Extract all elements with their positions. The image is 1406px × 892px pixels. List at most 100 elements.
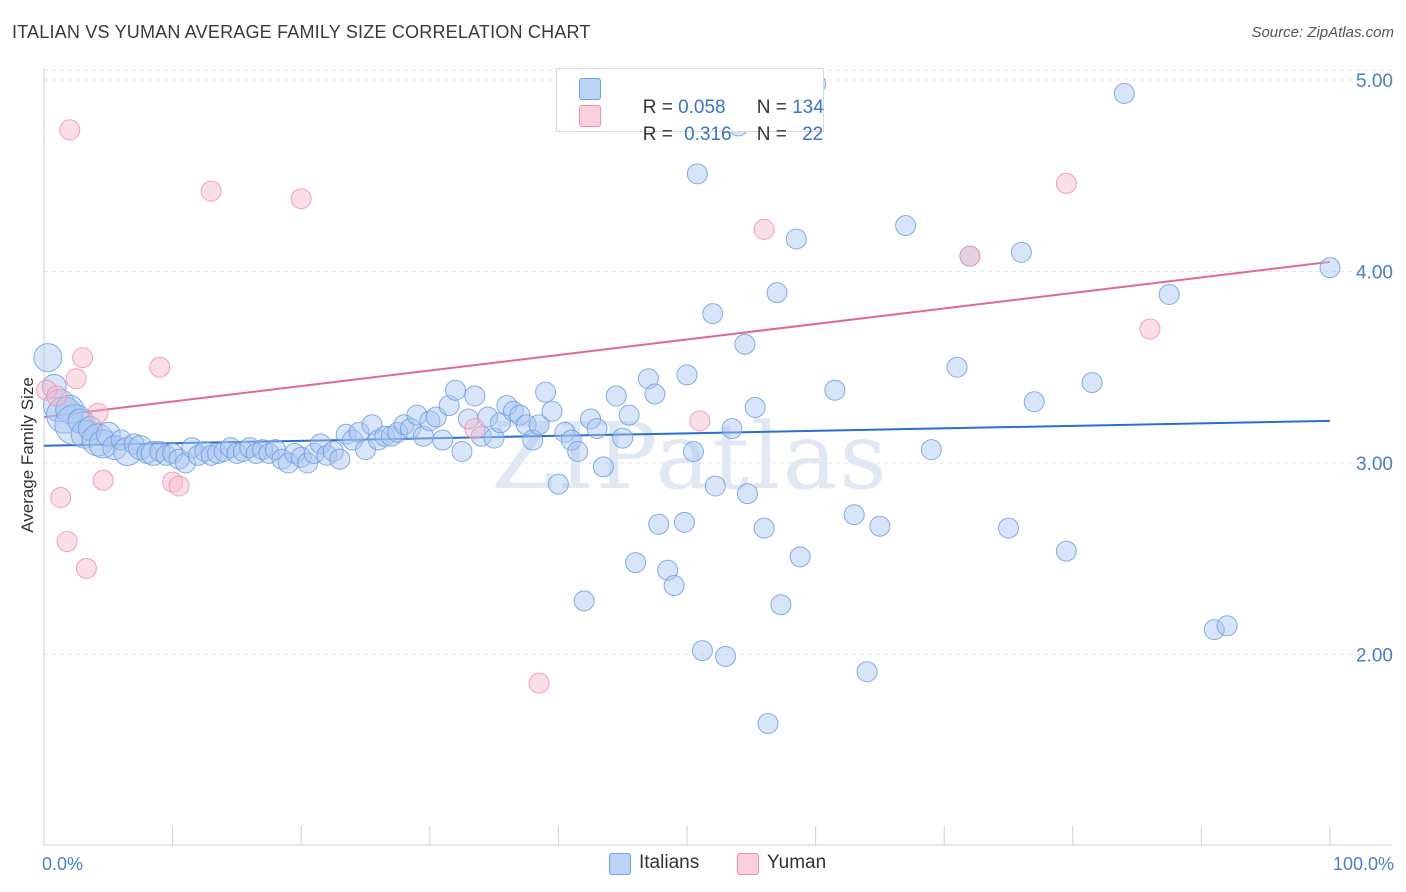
yuman-point xyxy=(59,119,81,141)
y-axis-label: Average Family Size xyxy=(18,377,37,533)
legend-n-value: 134 xyxy=(792,97,824,118)
italians-point xyxy=(329,448,351,470)
chart-title: ITALIAN VS YUMAN AVERAGE FAMILY SIZE COR… xyxy=(12,22,591,42)
yuman-point xyxy=(753,218,775,240)
yuman-trend-line xyxy=(43,260,1331,419)
yuman-point xyxy=(1055,172,1077,194)
italians-point xyxy=(290,446,312,468)
bottom-legend-swatch-yuman xyxy=(737,853,759,875)
italians-point xyxy=(309,433,331,455)
legend-r-label: R = xyxy=(642,124,679,145)
italians-point xyxy=(753,517,775,539)
italians-point xyxy=(625,552,647,574)
yuman-point xyxy=(200,180,222,202)
italians-point xyxy=(757,712,779,734)
x-tick-labels: 0.0% 100.0% xyxy=(42,854,1394,874)
italians-point xyxy=(541,400,563,422)
italians-point xyxy=(644,383,666,405)
legend-n-value: 22 xyxy=(802,124,824,145)
italians-point xyxy=(127,435,153,461)
italians-point xyxy=(998,517,1019,539)
italians-point xyxy=(744,396,766,418)
yuman-point xyxy=(149,356,171,378)
italians-point xyxy=(1055,540,1077,562)
yuman-point xyxy=(464,418,486,440)
italians-point xyxy=(946,356,968,378)
yuman-point xyxy=(65,368,87,390)
bottom-legend-label-italians: Italians xyxy=(639,852,700,873)
italians-point xyxy=(252,439,274,461)
italians-point xyxy=(400,418,422,440)
italians-point xyxy=(682,441,704,463)
italians-point xyxy=(367,429,389,451)
y-tick-label: 4.00 xyxy=(1356,263,1393,284)
yuman-point xyxy=(72,347,94,369)
yuman-point xyxy=(162,471,184,493)
bottom-legend-swatch-italians xyxy=(609,853,631,875)
yuman-point xyxy=(528,672,550,694)
italians-point xyxy=(316,444,338,466)
x-tick-label: 0.0% xyxy=(42,854,83,874)
yuman-point xyxy=(87,402,109,424)
bottom-legend-label-yuman: Yuman xyxy=(767,852,827,873)
y-tick-labels: 2.00 3.00 4.00 5.00 xyxy=(1356,71,1393,667)
italians-point xyxy=(736,483,758,505)
italians-point xyxy=(785,228,807,250)
italians-point xyxy=(1203,619,1225,641)
watermark: ZIPatlas xyxy=(491,403,888,510)
italians-point xyxy=(560,429,582,451)
italians-point xyxy=(1319,257,1341,279)
yuman-point xyxy=(290,188,312,210)
series-italians xyxy=(33,73,1341,734)
italians-point xyxy=(432,429,454,451)
italians-point xyxy=(586,418,608,440)
italians-point xyxy=(715,645,737,667)
italians-point xyxy=(869,515,891,537)
trend-lines xyxy=(43,260,1331,447)
italians-point xyxy=(547,473,569,495)
italians-point xyxy=(573,590,595,612)
italians-point xyxy=(95,421,121,447)
italians-point xyxy=(464,385,486,407)
yuman-point xyxy=(1139,318,1161,340)
italians-point xyxy=(406,404,428,426)
x-tick-label: 100.0% xyxy=(1333,854,1394,874)
italians-point xyxy=(445,379,467,401)
italians-point xyxy=(766,282,788,304)
italians-point xyxy=(856,661,878,683)
italians-point xyxy=(258,442,280,464)
italians-point xyxy=(1010,241,1032,263)
series-yuman xyxy=(36,119,1161,694)
legend-swatch-yuman xyxy=(579,105,601,127)
source-label: Source: ZipAtlas.com xyxy=(1251,24,1394,41)
italians-point xyxy=(1113,82,1135,104)
italians-point xyxy=(770,594,792,616)
italians-point xyxy=(704,475,726,497)
yuman-point xyxy=(959,245,981,267)
yuman-point xyxy=(50,486,72,508)
italians-point xyxy=(920,439,942,461)
yuman-point xyxy=(168,475,190,497)
italians-point xyxy=(843,504,865,526)
legend-r-value: 0.316 xyxy=(684,124,732,145)
yuman-point xyxy=(75,557,97,579)
italians-point xyxy=(721,418,743,440)
stats-legend: R = 0.058 N = 134 R = 0.316 N = 22 xyxy=(556,68,824,145)
italians-point xyxy=(271,448,293,470)
italians-point xyxy=(618,404,640,426)
italians-point xyxy=(789,546,811,568)
italians-point xyxy=(612,427,634,449)
italians-point xyxy=(648,513,670,535)
italians-point xyxy=(567,441,589,463)
yuman-point xyxy=(46,385,68,407)
italians-point xyxy=(374,425,396,447)
italians-point xyxy=(535,381,557,403)
italians-point xyxy=(33,343,63,373)
legend-r-label: R = xyxy=(642,97,679,118)
italians-point xyxy=(592,456,614,478)
legend-n-label: N = xyxy=(756,124,793,145)
legend-row-italians: R = 0.058 N = 134 xyxy=(579,75,824,118)
italians-point xyxy=(734,333,756,355)
italians-point xyxy=(691,640,713,662)
